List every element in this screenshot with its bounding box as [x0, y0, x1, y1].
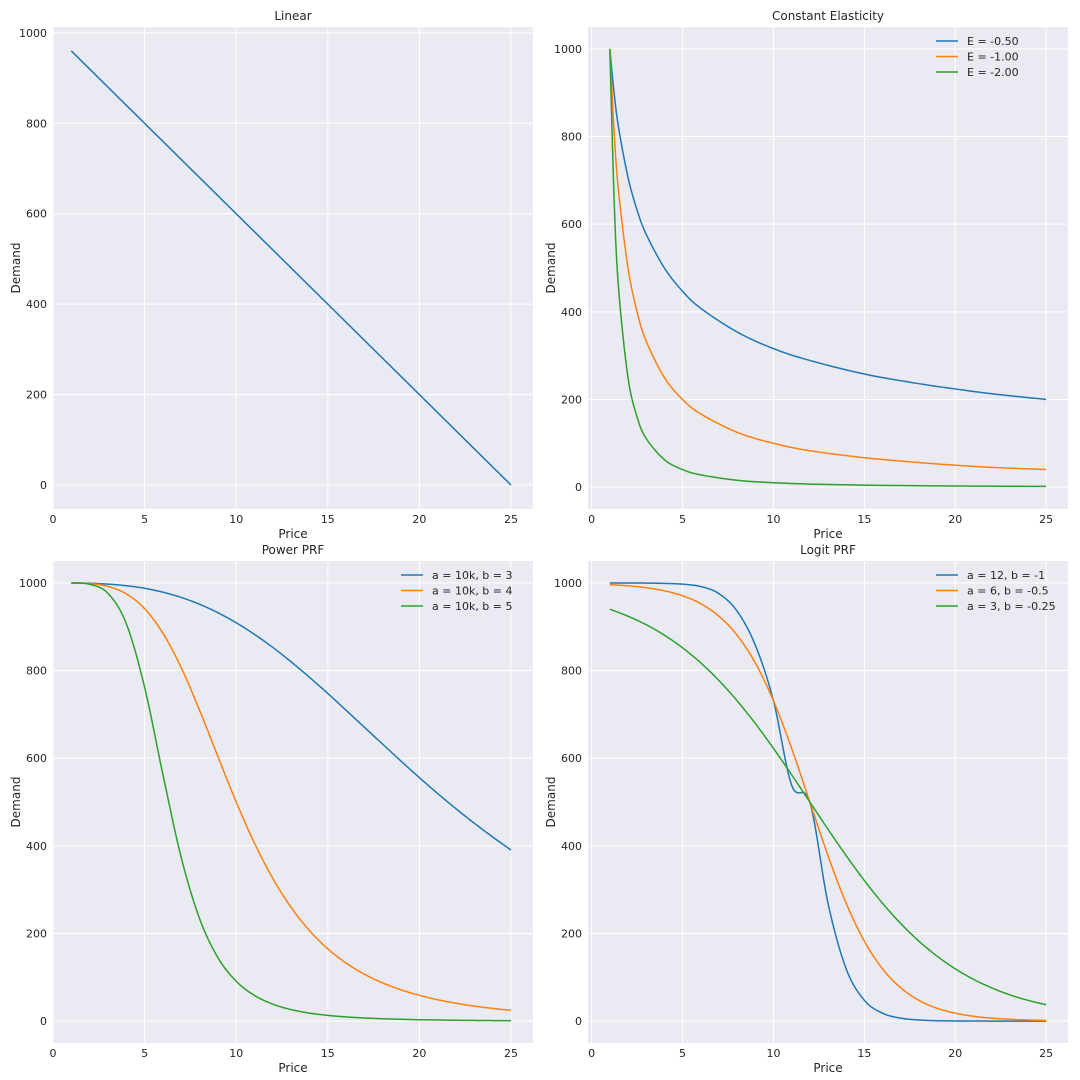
legend-label: a = 12, b = -1: [967, 569, 1045, 582]
y-tick-label: 400: [26, 298, 47, 311]
y-tick-label: 800: [26, 117, 47, 130]
x-tick-label: 20: [412, 513, 426, 526]
legend-label: a = 6, b = -0.5: [967, 585, 1049, 598]
series-line-2: [609, 48, 1047, 471]
legend-label: a = 10k, b = 3: [432, 569, 513, 582]
plot-area: [588, 27, 1068, 509]
x-tick-label: 20: [948, 1047, 962, 1060]
y-tick-label: 0: [575, 1015, 582, 1028]
y-axis-label: Demand: [544, 777, 558, 828]
x-tick-label: 15: [321, 1047, 335, 1060]
subplot-1: 0 5 10 15 20 25 0 200 400 600 800 1000 Linear Price De…: [9, 9, 533, 541]
x-tick-label: 10: [229, 1047, 243, 1060]
chart-title: Constant Elasticity: [772, 9, 884, 23]
legend-label: a = 3, b = -0.25: [967, 600, 1056, 613]
x-tick-label: 0: [588, 513, 595, 526]
y-tick-label: 600: [26, 752, 47, 765]
y-tick-label: 0: [40, 479, 47, 492]
chart-title: Logit PRF: [800, 543, 856, 557]
chart-title: Linear: [274, 9, 311, 23]
series-line-1: [609, 582, 1047, 1022]
chart-title: Power PRF: [262, 543, 325, 557]
series-line-2: [609, 583, 1047, 1022]
y-tick-label: 800: [561, 131, 582, 144]
plot-area: [588, 561, 1068, 1043]
x-tick-label: 5: [141, 1047, 148, 1060]
y-tick-label: 1000: [19, 27, 47, 40]
x-tick-label: 10: [766, 1047, 780, 1060]
x-tick-label: 15: [857, 1047, 871, 1060]
series-line-3: [609, 608, 1047, 1006]
x-tick-label: 5: [141, 513, 148, 526]
legend-label: E = -2.00: [967, 66, 1019, 79]
x-tick-label: 5: [679, 513, 686, 526]
x-tick-label: 25: [504, 513, 518, 526]
series-line-2: [71, 582, 512, 1012]
x-axis-label: Price: [278, 1061, 307, 1075]
x-tick-label: 15: [321, 513, 335, 526]
x-tick-label: 0: [588, 1047, 595, 1060]
legend-label: E = -1.00: [967, 51, 1019, 64]
y-tick-label: 400: [561, 306, 582, 319]
subplot-3: 0 5 10 15 20 25 0 200 400 600 800 1000 Power PRF Pric…: [9, 543, 533, 1075]
y-tick-label: 200: [26, 389, 47, 402]
x-axis-label: Price: [813, 1061, 842, 1075]
y-tick-label: 0: [40, 1015, 47, 1028]
series-line-1: [70, 50, 512, 486]
y-tick-label: 400: [26, 840, 47, 853]
x-axis-label: Price: [278, 527, 307, 541]
y-tick-label: 800: [26, 665, 47, 678]
legend-label: a = 10k, b = 4: [432, 585, 513, 598]
y-tick-label: 800: [561, 665, 582, 678]
y-tick-label: 200: [26, 927, 47, 940]
y-tick-label: 200: [561, 393, 582, 406]
x-tick-label: 5: [679, 1047, 686, 1060]
y-tick-label: 600: [561, 218, 582, 231]
legend-label: a = 10k, b = 5: [432, 600, 513, 613]
y-tick-label: 1000: [19, 577, 47, 590]
legend: a = 12, b = -1 a = 6, b = -0.5 a = 3, b = …: [936, 569, 1056, 613]
legend-label: E = -0.50: [967, 35, 1019, 48]
series-line-1: [609, 48, 1047, 401]
legend: E = -0.50 E = -1.00 E = -2.00: [936, 35, 1019, 79]
x-tick-label: 0: [50, 513, 57, 526]
legend: a = 10k, b = 3 a = 10k, b = 4 a = 10k, b =…: [401, 569, 513, 613]
y-tick-label: 0: [575, 481, 582, 494]
y-tick-label: 400: [561, 840, 582, 853]
y-tick-label: 200: [561, 927, 582, 940]
x-tick-label: 25: [1039, 513, 1053, 526]
series-line-3: [609, 48, 1047, 488]
subplot-4: 0 5 10 15 20 25 0 200 400 600 800 1000 Logit PRF Pric…: [544, 543, 1068, 1075]
x-axis-label: Price: [813, 527, 842, 541]
y-axis-label: Demand: [9, 777, 23, 828]
series-line-1: [71, 582, 512, 851]
y-tick-label: 600: [561, 752, 582, 765]
y-tick-label: 1000: [554, 577, 582, 590]
subplot-2: 0 5 10 15 20 25 0 200 400 600 800 1000 Constant Elas…: [544, 9, 1068, 541]
y-tick-label: 1000: [554, 43, 582, 56]
y-axis-label: Demand: [9, 243, 23, 294]
x-tick-label: 25: [1039, 1047, 1053, 1060]
x-tick-label: 20: [412, 1047, 426, 1060]
x-tick-label: 20: [948, 513, 962, 526]
series-line-3: [71, 582, 512, 1022]
x-tick-label: 15: [857, 513, 871, 526]
y-tick-label: 600: [26, 208, 47, 221]
x-tick-label: 10: [229, 513, 243, 526]
plot-area: [53, 561, 533, 1043]
x-tick-label: 25: [504, 1047, 518, 1060]
x-tick-label: 10: [766, 513, 780, 526]
y-axis-label: Demand: [544, 243, 558, 294]
x-tick-label: 0: [50, 1047, 57, 1060]
